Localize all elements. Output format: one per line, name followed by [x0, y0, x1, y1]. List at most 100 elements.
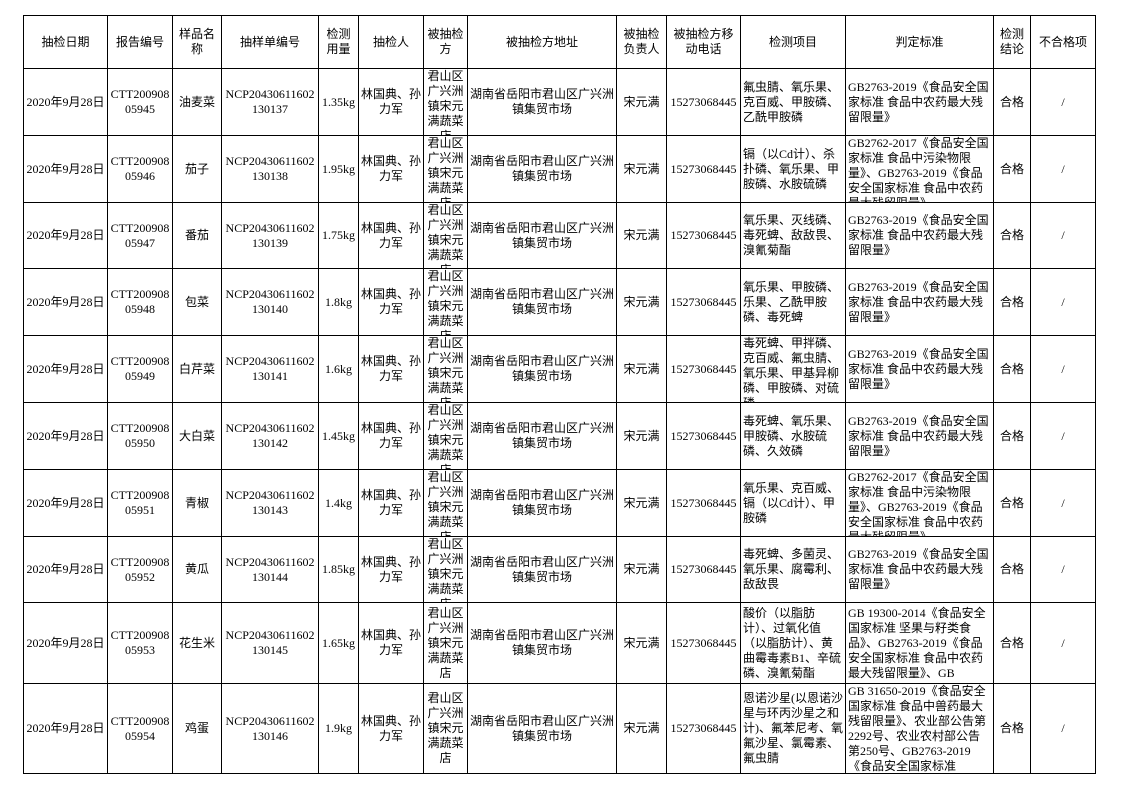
cell-text: 1.45kg — [322, 428, 355, 443]
cell-text: NCP20430611602130146 — [225, 713, 315, 743]
cell-text: 被抽检负责人 — [623, 27, 660, 56]
cell-text: 大白菜 — [178, 428, 215, 443]
cell-text: 氧乐果、灭线磷、毒死蜱、敌敌畏、溴氰菊酯 — [743, 213, 840, 257]
cell-text: 2020年9月28日 — [26, 94, 105, 109]
table-cell: 君山区广兴洲镇宋元满蔬菜店 — [423, 202, 468, 269]
cell-text: 包菜 — [184, 294, 209, 309]
table-wrap: 抽检日期 报告编号 样品名称 抽样单编号 检测用量 抽检人 被抽检方 被抽检方地址 被抽检负责人… — [23, 15, 1096, 774]
cell-text: 检测结论 — [999, 27, 1024, 56]
table-cell: 2020年9月28日 — [23, 68, 108, 136]
table-cell: 君山区广兴洲镇宋元满蔬菜店 — [423, 402, 468, 470]
table-cell: NCP20430611602130138 — [221, 135, 319, 203]
cell-text: 氟虫腈、氧乐果、克百威、甲胺磷、乙酰甲胺磷 — [743, 79, 840, 124]
table-cell: / — [1030, 602, 1096, 684]
cell-text: 宋元满 — [623, 94, 660, 109]
table-cell: 林国典、孙力军 — [358, 68, 424, 136]
table-cell: 油麦菜 — [172, 68, 222, 136]
table-cell: 鸡蛋 — [172, 683, 222, 774]
cell-text: 宋元满 — [623, 294, 660, 309]
cell-text: CTT20090805952 — [110, 554, 170, 584]
cell-text: 毒死蜱、多菌灵、氧乐果、腐霉利、敌敌畏 — [743, 547, 840, 591]
cell-text: 镉（以Cd计）、杀扑磷、氧乐果、甲胺磷、水胺硫磷 — [743, 146, 840, 191]
table-cell: 1.6kg — [318, 335, 359, 403]
cell-text: 15273068445 — [670, 94, 737, 109]
table-cell: CTT20090805948 — [107, 268, 173, 336]
cell-text: 1.65kg — [322, 635, 355, 650]
table-cell: CTT20090805951 — [107, 469, 173, 537]
table-cell: 白芹菜 — [172, 335, 222, 403]
table-cell: 林国典、孙力军 — [358, 135, 424, 203]
table-cell: 1.9kg — [318, 683, 359, 774]
cell-text: 林国典、孙力军 — [361, 87, 422, 116]
table-cell: 氟虫腈、氧乐果、克百威、甲胺磷、乙酰甲胺磷 — [740, 68, 846, 136]
table-cell: NCP20430611602130144 — [221, 536, 319, 603]
table-cell: 1.45kg — [318, 402, 359, 470]
table-cell: 15273068445 — [666, 335, 741, 403]
cell-text: NCP20430611602130141 — [225, 354, 315, 383]
cell-text: 2020年9月28日 — [26, 562, 105, 576]
table-cell: NCP20430611602130143 — [221, 469, 319, 537]
table-cell: 检测用量 — [318, 15, 359, 69]
table-cell: 15273068445 — [666, 202, 741, 269]
cell-text: 合格 — [999, 361, 1024, 376]
cell-text: 湖南省岳阳市君山区广兴洲镇集贸市场 — [470, 220, 615, 250]
cell-text: 林国典、孙力军 — [361, 354, 422, 383]
table-cell: 宋元满 — [616, 683, 667, 774]
cell-text: 番茄 — [184, 228, 209, 242]
table-cell: 抽样单编号 — [221, 15, 319, 69]
table-cell: 湖南省岳阳市君山区广兴洲镇集贸市场 — [467, 536, 617, 603]
cell-text: 林国典、孙力军 — [361, 488, 422, 517]
cell-text: / — [1061, 161, 1065, 176]
data-row: 2020年9月28日 CTT20090805952 黄瓜 NCP20430611602… — [23, 536, 1096, 603]
table-cell: CTT20090805946 — [107, 135, 173, 203]
table-cell: 合格 — [993, 335, 1031, 403]
table-cell: / — [1030, 469, 1096, 537]
table-cell: CTT20090805945 — [107, 68, 173, 136]
cell-text: 判定标准 — [895, 34, 944, 49]
cell-text: 被抽检方移动电话 — [673, 27, 734, 56]
cell-text: 合格 — [999, 294, 1024, 309]
cell-text: 合格 — [999, 721, 1024, 735]
cell-text: 1.8kg — [325, 294, 352, 309]
cell-text: NCP20430611602130144 — [225, 554, 315, 584]
cell-text: 君山区广兴洲镇宋元满蔬菜店 — [427, 537, 464, 602]
cell-text: NCP20430611602130145 — [225, 628, 315, 657]
cell-text: 1.6kg — [325, 361, 352, 376]
cell-text: CTT20090805948 — [110, 287, 170, 316]
cell-text: 2020年9月28日 — [26, 361, 105, 376]
table-cell: GB2763-2019《食品安全国家标准 食品中农药最大残留限量》 — [845, 268, 994, 336]
cell-text: 君山区广兴洲镇宋元满蔬菜店 — [427, 605, 464, 680]
cell-text: 湖南省岳阳市君山区广兴洲镇集贸市场 — [470, 713, 615, 743]
cell-text: 不合格项 — [1038, 34, 1087, 49]
cell-text: 君山区广兴洲镇宋元满蔬菜店 — [427, 336, 464, 402]
data-row: 2020年9月28日 CTT20090805951 青椒 NCP20430611602… — [23, 469, 1096, 537]
table-cell: 番茄 — [172, 202, 222, 269]
table-cell: 林国典、孙力军 — [358, 683, 424, 774]
table-cell: 抽检人 — [358, 15, 424, 69]
cell-text: 宋元满 — [623, 495, 660, 510]
cell-text: 2020年9月28日 — [26, 635, 105, 650]
table-cell: CTT20090805954 — [107, 683, 173, 774]
cell-text: 合格 — [999, 635, 1024, 650]
cell-text: 君山区广兴洲镇宋元满蔬菜店 — [427, 269, 464, 335]
table-cell: 湖南省岳阳市君山区广兴洲镇集贸市场 — [467, 135, 617, 203]
cell-text: CTT20090805953 — [110, 628, 170, 657]
table-cell: 合格 — [993, 402, 1031, 470]
table-cell: 合格 — [993, 536, 1031, 603]
cell-text: 2020年9月28日 — [26, 161, 105, 176]
cell-text: 合格 — [999, 562, 1024, 576]
cell-text: CTT20090805954 — [110, 713, 170, 743]
table-cell: NCP20430611602130146 — [221, 683, 319, 774]
cell-text: GB2763-2019《食品安全国家标准 食品中农药最大残留限量》 — [848, 79, 989, 124]
table-cell: 检测结论 — [993, 15, 1031, 69]
data-row: 2020年9月28日 CTT20090805953 花生米 NCP2043061160… — [23, 602, 1096, 684]
table-cell: 检测项目 — [740, 15, 846, 69]
cell-text: 15273068445 — [670, 562, 737, 576]
cell-text: 白芹菜 — [178, 361, 215, 376]
cell-text: 湖南省岳阳市君山区广兴洲镇集贸市场 — [470, 87, 615, 116]
cell-text: 1.9kg — [325, 721, 352, 735]
cell-text: 抽检人 — [372, 34, 409, 49]
table-cell: / — [1030, 135, 1096, 203]
table-cell: 15273068445 — [666, 68, 741, 136]
